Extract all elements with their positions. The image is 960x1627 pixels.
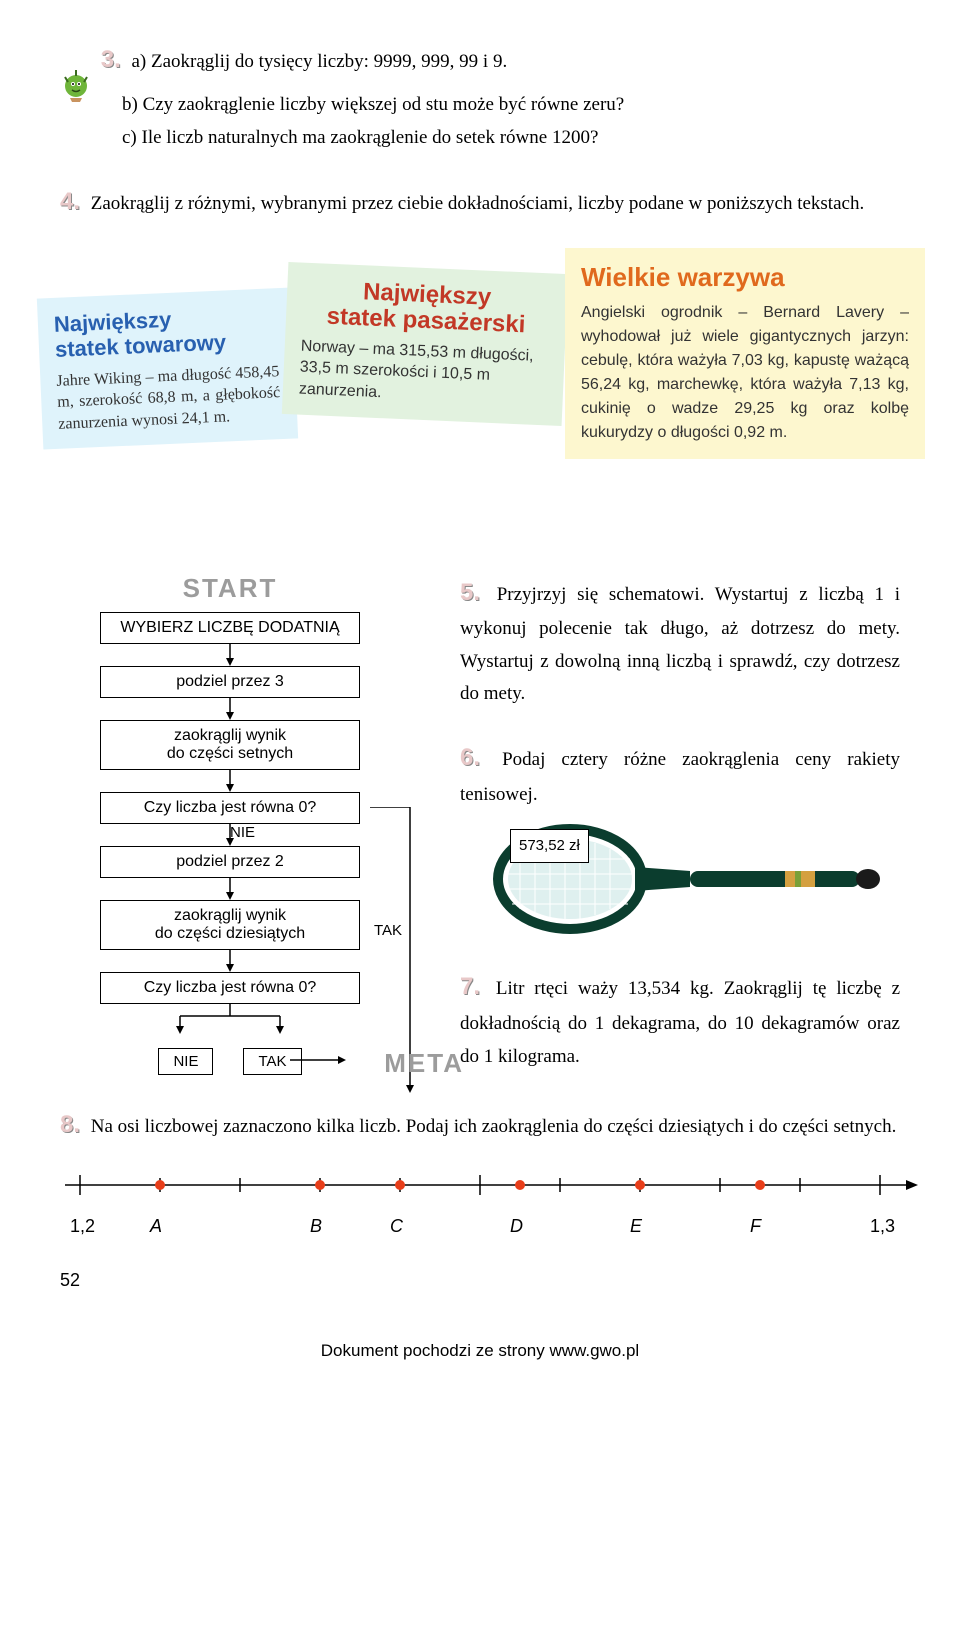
flow-box-div2: podziel przez 2 (100, 846, 360, 878)
numline-label: A (150, 1216, 162, 1237)
flow-box-is-zero-1: Czy liczba jest równa 0? (100, 792, 360, 824)
numline-label: 1,2 (70, 1216, 95, 1237)
exercise-4: 4. Zaokrąglij z różnymi, wybranymi przez… (60, 182, 900, 223)
card-vegetables: Wielkie warzywa Angielski ogrodnik – Ber… (565, 248, 925, 459)
footer-text: Dokument pochodzi ze strony www.gwo.pl (60, 1341, 900, 1361)
exercise-5: 5. Przyjrzyj się schematowi. Wystartuj z… (460, 573, 900, 711)
exercise-3a-text: a) Zaokrąglij do tysięcy liczby: 9999, 9… (132, 51, 508, 72)
numline-label: C (390, 1216, 403, 1237)
numline-label: F (750, 1216, 761, 1237)
flow-box-round-hundredths: zaokrąglij wynik do części setnych (100, 720, 360, 770)
exercise-8: 8. Na osi liczbowej zaznaczono kilka lic… (60, 1105, 900, 1146)
flowchart: START WYBIERZ LICZBĘ DODATNIĄ podziel pr… (60, 573, 430, 1075)
plant-icon (60, 64, 96, 113)
flow-box-choose: WYBIERZ LICZBĘ DODATNIĄ (100, 612, 360, 644)
exercise-8-text: Na osi liczbowej zaznaczono kilka liczb.… (91, 1116, 897, 1137)
exercise-number: 8. (60, 1105, 86, 1146)
number-line: 1,2 A B C D E F 1,3 (60, 1165, 900, 1240)
exercise-6-text: Podaj cztery różne zaokrąglenia ceny rak… (460, 749, 900, 805)
price-label: 573,52 zł (510, 829, 589, 863)
numline-label: B (310, 1216, 322, 1237)
card-title: Wielkie warzywa (581, 262, 909, 293)
card-ship-cargo: Największy statek towarowy Jahre Wiking … (37, 287, 298, 449)
exercise-number: 4. (60, 182, 86, 223)
exercise-3c-text: c) Ile liczb naturalnych ma zaokrąglenie… (122, 122, 900, 154)
flow-box-is-zero-2: Czy liczba jest równa 0? (100, 972, 360, 1004)
card-title-2: statek pasażerski (326, 303, 526, 339)
exercise-number: 5. (460, 573, 486, 614)
exercise-4-text: Zaokrąglij z różnymi, wybranymi przez ci… (91, 193, 864, 214)
exercise-3b-text: b) Czy zaokrąglenie liczby większej od s… (122, 89, 900, 121)
exercise-number: 6. (460, 738, 486, 779)
exercise-number: 3. (101, 40, 127, 81)
exercise-7-text: Litr rtęci waży 13,534 kg. Zaokrąglij tę… (460, 978, 900, 1066)
info-cards: Największy statek towarowy Jahre Wiking … (60, 243, 900, 553)
exercise-number: 7. (460, 967, 486, 1008)
exercise-7: 7. Litr rtęci waży 13,534 kg. Zaokrąglij… (460, 967, 900, 1072)
page-number: 52 (60, 1270, 900, 1291)
card-body: Norway – ma 315,53 m długości, 33,5 m sz… (298, 335, 549, 411)
card-ship-passenger: Największy statek pasażerski Norway – ma… (282, 262, 568, 426)
numline-label: D (510, 1216, 523, 1237)
exercise-3: 3. a) Zaokrąglij do tysięcy liczby: 9999… (60, 40, 900, 154)
flow-label-tak: TAK (374, 922, 402, 939)
exercise-6: 6. Podaj cztery różne zaokrąglenia ceny … (460, 738, 900, 939)
numline-label: 1,3 (870, 1216, 895, 1237)
card-body: Angielski ogrodnik – Bernard Lavery – wy… (581, 301, 909, 445)
flow-start-label: START (60, 573, 400, 604)
flow-opt-nie: NIE (158, 1048, 213, 1075)
exercise-5-text: Przyjrzyj się schematowi. Wystartuj z li… (460, 584, 900, 704)
numline-label: E (630, 1216, 642, 1237)
flow-label-nie: NIE (230, 824, 255, 841)
flow-meta-label: META (384, 1048, 464, 1079)
flow-box-div3: podziel przez 3 (100, 666, 360, 698)
flow-box-round-tenths: zaokrąglij wynik do części dziesiątych (100, 900, 360, 950)
card-body: Jahre Wiking – ma długość 458,45 m, szer… (56, 360, 282, 434)
tennis-racket-figure: 573,52 zł (460, 819, 900, 939)
